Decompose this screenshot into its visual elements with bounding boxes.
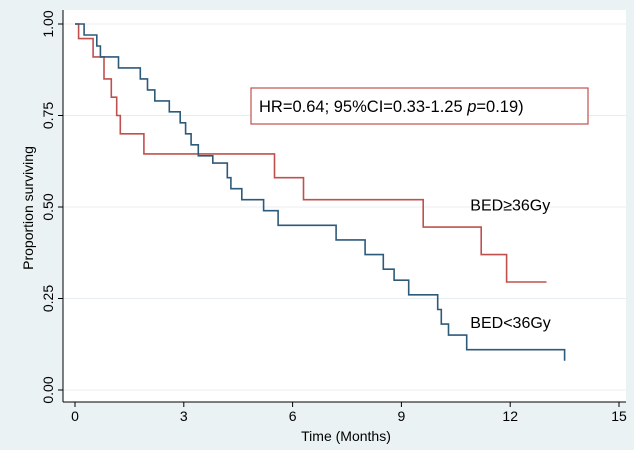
series-label-2: BED<36Gy [470,315,550,332]
x-tick-label: 12 [502,408,518,424]
annotation-box: HR=0.64; 95%CI=0.33-1.25 p=0.19) [250,87,589,125]
x-tick-label: 15 [611,408,627,424]
annotation-p-symbol: p [466,98,476,116]
axes [58,10,626,407]
tick-labels: 0 3 6 9 12 15 0.00 0.25 0.50 0.75 1.00 [40,10,627,424]
plot-area [63,10,626,402]
survival-curves [75,23,566,361]
annotation-prefix: HR=0.64; 95%CI=0.33-1.25 [259,98,467,116]
y-tick-label: 0.25 [40,285,56,312]
series-labels: BED≥36Gy BED<36Gy [470,198,550,332]
series-line-1 [75,23,547,283]
y-tick-label: 0.75 [40,102,56,129]
annotation-text: HR=0.64; 95%CI=0.33-1.25 p=0.19) [259,98,524,116]
x-tick-label: 6 [289,408,297,424]
x-axis-label: Time (Months) [301,428,391,444]
y-axis-label: Proportion surviving [20,146,36,270]
x-tick-label: 9 [398,408,406,424]
series-label-1: BED≥36Gy [470,198,550,215]
annotation-suffix: =0.19) [476,98,523,116]
x-tick-label: 0 [71,408,79,424]
series-line-2 [75,23,566,361]
y-tick-label: 0.50 [40,193,56,220]
x-tick-label: 3 [180,408,188,424]
annotation-border [250,87,589,125]
y-tick-label: 1.00 [40,10,56,37]
y-tick-label: 0.00 [40,376,56,403]
